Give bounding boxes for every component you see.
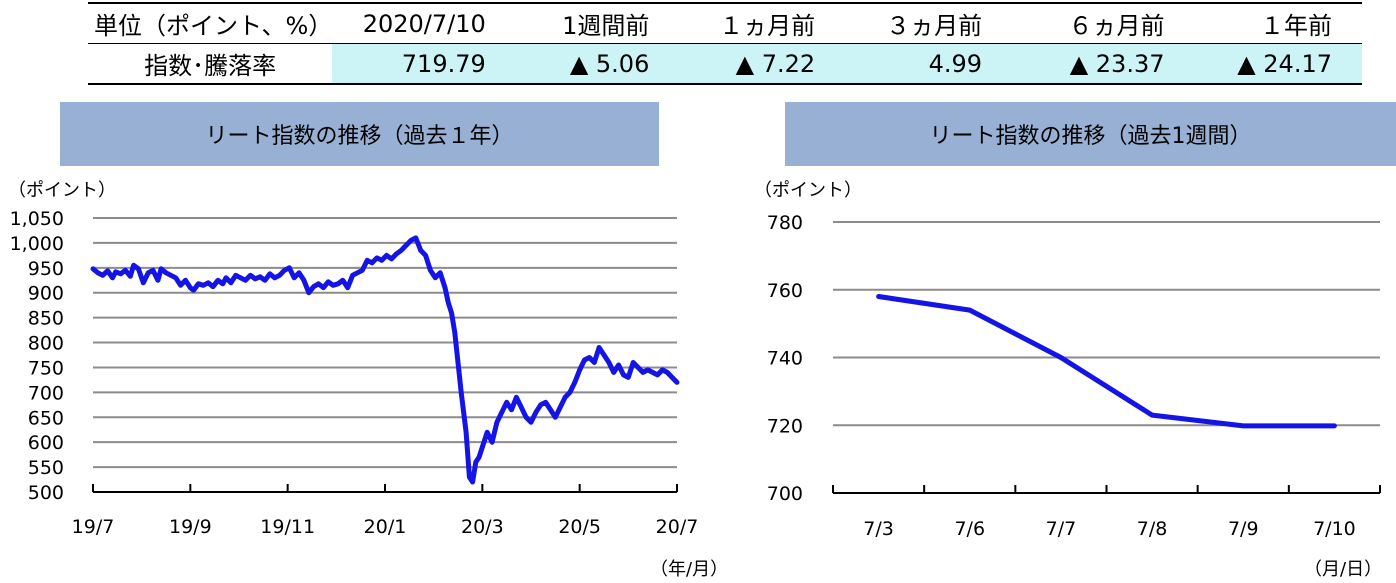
chart1-xtick-label: 20/1 — [364, 516, 407, 538]
chart1-ytick-label: 1,000 — [10, 233, 64, 255]
summary-table: 単位（ポイント、%） 2020/7/10 1週間前 １ヵ月前 ３ヵ月前 ６ヵ月前… — [88, 2, 1362, 85]
chart1-xtick-label: 20/7 — [656, 516, 699, 538]
value-1month: ▲ 7.22 — [679, 43, 846, 85]
value-latest: 719.79 — [332, 43, 516, 85]
chart2-ytick-label: 700 — [767, 483, 803, 505]
header-1month: １ヵ月前 — [679, 2, 846, 44]
chart1-xtick-label: 19/7 — [72, 516, 115, 538]
value-3months: 4.99 — [845, 43, 1013, 85]
value-1year: ▲ 24.17 — [1194, 43, 1362, 85]
chart2-xtick-label: 7/8 — [1137, 518, 1168, 540]
chart2-xtick-label: 7/3 — [863, 518, 894, 540]
chart1-ytick-label: 950 — [28, 258, 64, 280]
chart2-ylabel: （ポイント） — [754, 180, 862, 201]
row-label: 指数･騰落率 — [88, 43, 333, 85]
chart2-ytick-label: 760 — [767, 280, 803, 302]
chart2-xtick-label: 7/9 — [1228, 518, 1259, 540]
chart1-ytick-label: 650 — [28, 407, 64, 429]
value-6months: ▲ 23.37 — [1012, 43, 1195, 85]
chart1-ylabel: （ポイント） — [8, 180, 116, 201]
chart2-ytick-label: 720 — [767, 415, 803, 437]
header-1year: １年前 — [1194, 2, 1362, 44]
summary-value-row: 指数･騰落率 719.79 ▲ 5.06 ▲ 7.22 4.99 ▲ 23.37… — [88, 43, 1362, 85]
chart1-xtick-label: 19/11 — [260, 516, 315, 538]
chart2-xtick-label: 7/10 — [1313, 518, 1356, 540]
chart1-ytick-label: 850 — [28, 308, 64, 330]
header-1week: 1週間前 — [515, 2, 680, 44]
chart1-xlabel: （年/月） — [650, 559, 729, 580]
chart2-xlabel: （月/日） — [1304, 559, 1383, 580]
chart1-xtick-label: 19/9 — [169, 516, 212, 538]
chart2-title: リート指数の推移（過去1週間） — [785, 102, 1396, 166]
chart1-ytick-label: 1,050 — [10, 208, 64, 230]
chart1-ytick-label: 800 — [28, 333, 64, 355]
chart2-series-line — [876, 294, 1337, 429]
chart1-xtick-label: 20/3 — [461, 516, 504, 538]
chart1-ytick-label: 750 — [28, 357, 64, 379]
chart2-xtick-label: 7/6 — [954, 518, 985, 540]
chart1-ytick-label: 600 — [28, 432, 64, 454]
summary-header-row: 単位（ポイント、%） 2020/7/10 1週間前 １ヵ月前 ３ヵ月前 ６ヵ月前… — [88, 2, 1362, 44]
header-unit: 単位（ポイント、%） — [88, 2, 333, 44]
chart1-title: リート指数の推移（過去１年） — [60, 102, 659, 166]
chart2-ytick-label: 740 — [767, 348, 803, 370]
chart1-xtick-label: 20/5 — [558, 516, 601, 538]
chart1-series-line — [90, 235, 680, 485]
chart1-ytick-label: 500 — [28, 482, 64, 504]
header-date: 2020/7/10 — [332, 2, 516, 44]
header-6months: ６ヵ月前 — [1012, 2, 1195, 44]
chart2-xtick-label: 7/7 — [1046, 518, 1077, 540]
chart1-ytick-label: 550 — [28, 457, 64, 479]
value-1week: ▲ 5.06 — [515, 43, 680, 85]
header-3months: ３ヵ月前 — [845, 2, 1013, 44]
chart1-ytick-label: 700 — [28, 382, 64, 404]
chart1-ytick-label: 900 — [28, 283, 64, 305]
chart2-ytick-label: 780 — [767, 212, 803, 234]
